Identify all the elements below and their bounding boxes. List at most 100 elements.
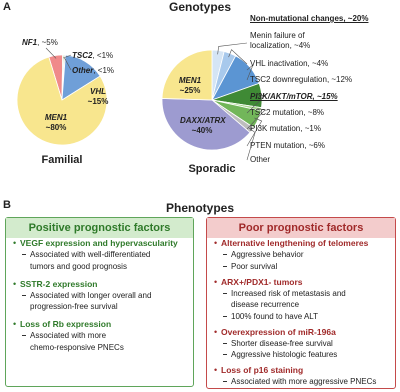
slice-value: , ~4% bbox=[307, 59, 329, 68]
leader-line bbox=[246, 108, 266, 130]
slice-label: MEN1 ~80% bbox=[38, 113, 74, 133]
group-title: Non-mutational changes, ~20% bbox=[250, 14, 369, 23]
slice-label: NF1, ~5% bbox=[22, 38, 58, 48]
leader-line bbox=[246, 117, 263, 147]
slice-value: , ~1% bbox=[300, 124, 321, 133]
leader-line bbox=[217, 42, 248, 55]
dash bbox=[22, 254, 26, 255]
slice-value: ~15% bbox=[87, 97, 109, 106]
dash bbox=[223, 254, 227, 255]
slice-name: MEN1 bbox=[178, 76, 202, 85]
item-point: Poor survival bbox=[231, 261, 278, 271]
pie-slice bbox=[16, 56, 108, 146]
leader-line bbox=[45, 47, 57, 59]
slice-value: , ~5% bbox=[37, 38, 58, 47]
item-point: Associated with well-differentiated bbox=[30, 250, 151, 259]
leader-line bbox=[246, 94, 267, 114]
box-title: Poor prognostic factors bbox=[207, 218, 395, 238]
slice-label: VHL ~15% bbox=[80, 87, 116, 107]
slice-label: TSC2, <1% bbox=[72, 51, 113, 61]
item-point: disease recurrence bbox=[231, 300, 300, 309]
slice-value: ~40% bbox=[191, 126, 213, 135]
slice-name: Other bbox=[72, 66, 94, 75]
pie-title: Sporadic bbox=[188, 163, 236, 175]
dash bbox=[223, 354, 227, 355]
bullet: • bbox=[214, 326, 218, 337]
panel-label: A bbox=[3, 1, 11, 13]
item-title: VEGF expression and hypervascularity bbox=[20, 238, 178, 248]
section-title: Phenotypes bbox=[165, 201, 234, 215]
slice-value: ~25% bbox=[179, 86, 201, 95]
slice-value: , ~6% bbox=[304, 141, 325, 150]
positive-box: Positive prognostic factors • VEGF expres… bbox=[5, 217, 194, 387]
item-point: Associated with longer overall and bbox=[30, 290, 152, 300]
dash bbox=[223, 342, 227, 344]
slice-name: Menin failure of localization bbox=[250, 31, 305, 50]
item-point: Aggressive histologic features bbox=[231, 350, 338, 359]
leader-line bbox=[64, 57, 72, 71]
slice-name: MEN1 bbox=[44, 113, 68, 122]
slice-label: MEN1 ~25% bbox=[168, 76, 212, 96]
slice-name: DAXX/ATRX bbox=[180, 116, 226, 125]
item-title: Loss of Rb expression bbox=[20, 319, 112, 329]
slice-label: TSC2 mutation, ~8% bbox=[250, 108, 324, 118]
dash bbox=[223, 381, 227, 382]
dash bbox=[22, 335, 26, 336]
bullet: • bbox=[13, 319, 17, 329]
slice-name: VHL bbox=[90, 87, 106, 96]
slice-name: PI3K mutation bbox=[250, 124, 301, 133]
pie-title: Familial bbox=[41, 154, 83, 166]
slice-label: PI3K mutation, ~1% bbox=[250, 124, 321, 134]
pie-slice bbox=[161, 98, 251, 151]
slice-value: , ~12% bbox=[326, 75, 353, 84]
item-point: progression-free survival bbox=[30, 302, 118, 311]
item-point: Associated with more aggressive PNECs bbox=[231, 377, 377, 386]
slice-label: VHL inactivation, ~4% bbox=[250, 59, 328, 69]
slice-value: , <1% bbox=[93, 66, 115, 75]
dash bbox=[22, 294, 26, 296]
slice-name: NF1 bbox=[22, 38, 38, 47]
slice-value: , ~8% bbox=[303, 108, 325, 117]
item-title: ARX+/PDX1- tumors bbox=[221, 276, 303, 287]
slice-label: Other bbox=[250, 155, 270, 165]
poor-box: Poor prognostic factors • Alternative len… bbox=[206, 217, 396, 389]
slice-label: Menin failure of localization, ~4% bbox=[250, 31, 328, 51]
leader-line bbox=[246, 64, 254, 81]
bullet: • bbox=[214, 238, 218, 248]
item-point: tumors and good prognosis bbox=[30, 261, 127, 271]
item-point: Shorter disease-free survival bbox=[231, 338, 333, 348]
slice-name: PTEN mutation bbox=[250, 141, 305, 150]
section-title: Genotypes bbox=[168, 0, 231, 14]
item-title: Alternative lengthening of telomeres bbox=[221, 238, 369, 248]
bullet: • bbox=[214, 276, 218, 287]
slice-name: TSC2 downregulation bbox=[250, 75, 327, 84]
dash bbox=[223, 315, 227, 317]
slice-value: , ~4% bbox=[289, 41, 311, 50]
slice-label: Other, <1% bbox=[72, 66, 114, 76]
panel-label: B bbox=[3, 199, 11, 211]
slice-name: TSC2 bbox=[72, 51, 93, 60]
item-point: Associated with more bbox=[30, 331, 107, 340]
dash bbox=[223, 265, 227, 267]
leader-line bbox=[246, 127, 256, 161]
item-point: Aggressive behavior bbox=[231, 250, 304, 259]
slice-name: TSC2 mutation bbox=[250, 108, 304, 117]
slice-label: PTEN mutation, ~6% bbox=[250, 141, 325, 151]
bullet: • bbox=[13, 278, 17, 289]
leader-line bbox=[63, 54, 72, 59]
slice-value: , <1% bbox=[92, 51, 114, 60]
item-point: 100% found to have ALT bbox=[231, 311, 319, 321]
item-point: Increased risk of metastasis and bbox=[231, 288, 346, 298]
item-title: Overexpression of miR-196a bbox=[221, 326, 336, 337]
slice-label: DAXX/ATRX ~40% bbox=[180, 116, 226, 136]
item-point: chemo-responsive PNECs bbox=[30, 342, 124, 352]
box-title: Positive prognostic factors bbox=[6, 218, 193, 238]
pie-slice bbox=[161, 49, 213, 101]
item-title: Loss of p16 staining bbox=[221, 365, 304, 375]
slice-name: VHL inactivation bbox=[250, 59, 308, 68]
slice-label: TSC2 downregulation, ~12% bbox=[250, 75, 352, 85]
bullet: • bbox=[214, 365, 218, 375]
slice-value: ~80% bbox=[45, 123, 67, 132]
